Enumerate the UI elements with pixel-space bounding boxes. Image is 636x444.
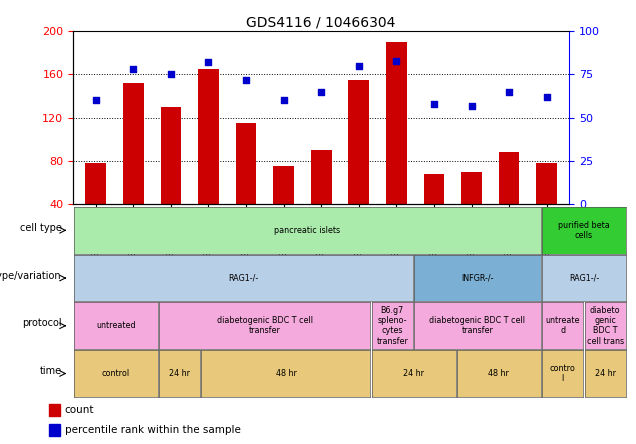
Point [542, 93, 552, 100]
Text: RAG1-/-: RAG1-/- [228, 274, 258, 282]
Text: INFGR-/-: INFGR-/- [461, 274, 494, 282]
Bar [424, 174, 445, 204]
Text: diabetogenic BDC T cell
transfer: diabetogenic BDC T cell transfer [429, 316, 525, 336]
Text: contro
l: contro l [550, 364, 576, 383]
Bar [49, 424, 60, 436]
Bar [123, 83, 144, 204]
Point [429, 100, 439, 107]
Bar [273, 166, 294, 204]
Text: cell type: cell type [20, 223, 62, 233]
Text: count: count [65, 404, 94, 415]
Bar [386, 42, 406, 204]
Text: purified beta
cells: purified beta cells [558, 221, 610, 240]
Text: control: control [102, 369, 130, 378]
Text: B6.g7
spleno-
cytes
transfer: B6.g7 spleno- cytes transfer [377, 305, 408, 346]
Title: GDS4116 / 10466304: GDS4116 / 10466304 [247, 16, 396, 30]
Bar [536, 163, 557, 204]
Text: pancreatic islets: pancreatic islets [274, 226, 340, 235]
Bar [349, 80, 369, 204]
Bar [160, 107, 181, 204]
Text: 24 hr: 24 hr [595, 369, 616, 378]
Bar [499, 152, 520, 204]
Text: 48 hr: 48 hr [488, 369, 509, 378]
Bar [85, 163, 106, 204]
Text: RAG1-/-: RAG1-/- [569, 274, 599, 282]
Text: time: time [39, 366, 62, 376]
Text: untreate
d: untreate d [545, 316, 580, 336]
Text: genotype/variation: genotype/variation [0, 271, 62, 281]
Bar [236, 123, 256, 204]
Point [504, 88, 514, 95]
Point [466, 102, 476, 109]
Text: percentile rank within the sample: percentile rank within the sample [65, 424, 240, 435]
Bar [311, 150, 331, 204]
Bar [461, 172, 482, 204]
Text: diabetogenic BDC T cell
transfer: diabetogenic BDC T cell transfer [217, 316, 313, 336]
Point [316, 88, 326, 95]
Text: 24 hr: 24 hr [403, 369, 424, 378]
Point [391, 57, 401, 64]
Point [90, 97, 100, 104]
Point [241, 76, 251, 83]
Text: diabeto
genic
BDC T
cell trans: diabeto genic BDC T cell trans [586, 305, 624, 346]
Point [128, 66, 139, 73]
Point [166, 71, 176, 78]
Bar [198, 69, 219, 204]
Point [279, 97, 289, 104]
Point [204, 59, 214, 66]
Text: protocol: protocol [22, 318, 62, 329]
Text: 24 hr: 24 hr [169, 369, 190, 378]
Bar [49, 404, 60, 416]
Point [354, 62, 364, 69]
Text: untreated: untreated [96, 321, 135, 330]
Text: 48 hr: 48 hr [275, 369, 296, 378]
